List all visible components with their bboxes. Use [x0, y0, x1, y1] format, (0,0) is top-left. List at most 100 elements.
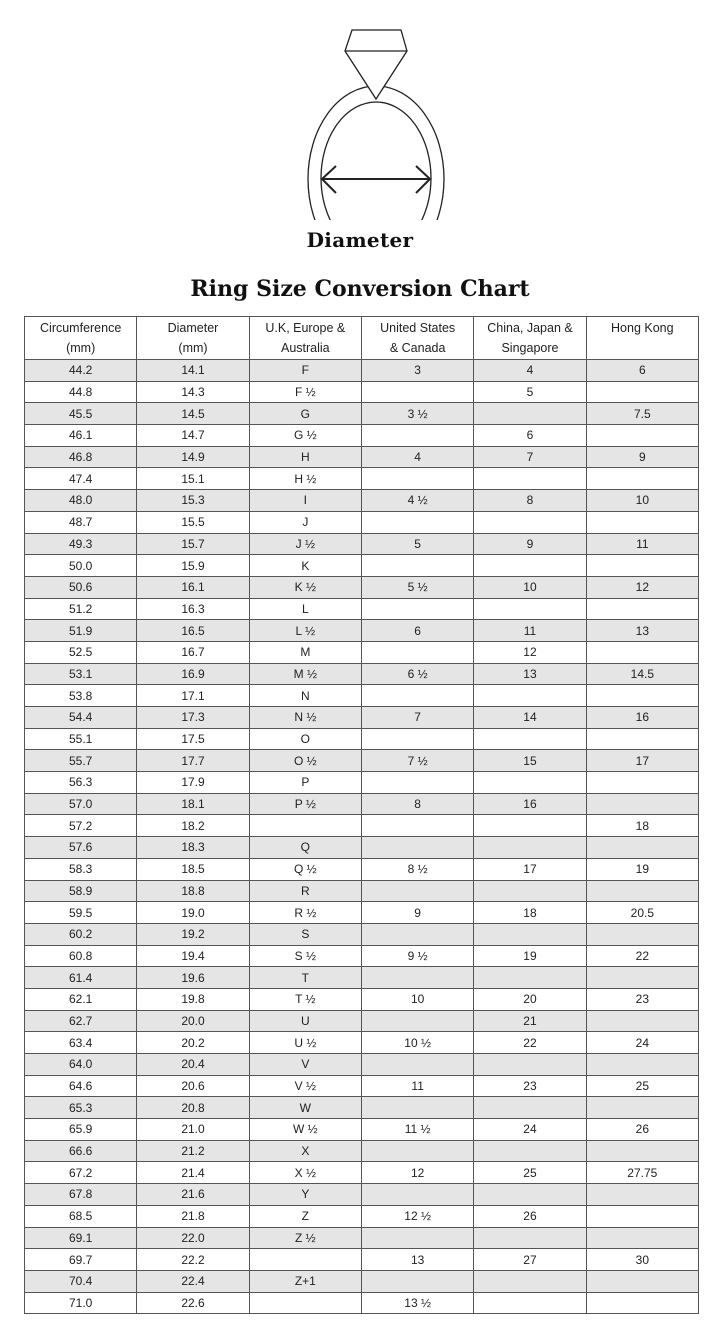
cell-china-japan-singapore — [473, 814, 587, 838]
cell-china-japan-singapore — [473, 727, 587, 751]
cell-china-japan-singapore — [473, 1139, 587, 1163]
cell-circumference: 65.9 — [23, 1118, 138, 1141]
cell-us-canada: 9 — [360, 901, 475, 924]
cell-hong-kong: 20.5 — [585, 901, 700, 924]
cell-diameter: 15.3 — [136, 489, 250, 512]
cell-hong-kong — [585, 1009, 700, 1033]
cell-uk-europe-australia: O — [248, 727, 362, 751]
ring-band-outer — [307, 85, 445, 220]
cell-china-japan-singapore — [473, 966, 587, 989]
cell-diameter: 18.3 — [136, 836, 250, 859]
cell-circumference: 53.1 — [23, 662, 138, 686]
table-row: 56.3 17.9 P — [23, 771, 700, 794]
cell-china-japan-singapore — [473, 467, 587, 491]
cell-hong-kong: 13 — [585, 619, 700, 642]
cell-us-canada — [360, 640, 475, 664]
cell-hong-kong: 10 — [585, 489, 700, 512]
cell-diameter: 21.4 — [136, 1161, 250, 1185]
cell-uk-europe-australia: Y — [248, 1183, 362, 1206]
table-row: 50.0 15.9 K — [23, 554, 700, 577]
cell-hong-kong: 18 — [585, 814, 700, 838]
cell-us-canada: 9 ½ — [360, 944, 475, 968]
cell-uk-europe-australia: I — [248, 489, 362, 512]
cell-us-canada — [360, 1009, 475, 1033]
table-row: 71.0 22.6 13 ½ — [23, 1291, 700, 1315]
cell-diameter: 16.5 — [136, 619, 250, 642]
cell-us-canada: 7 — [360, 706, 475, 729]
diamond-icon — [344, 29, 408, 101]
cell-hong-kong: 7.5 — [585, 402, 700, 426]
cell-hong-kong — [585, 792, 700, 816]
cell-circumference: 44.2 — [23, 359, 138, 382]
cell-diameter: 21.0 — [136, 1118, 250, 1141]
cell-china-japan-singapore: 8 — [473, 489, 587, 512]
header-line: Australia — [281, 341, 330, 355]
header-line: China, Japan & — [487, 321, 573, 335]
cell-hong-kong — [585, 836, 700, 859]
cell-uk-europe-australia: T ½ — [248, 987, 362, 1011]
cell-us-canada: 4 — [360, 445, 475, 469]
cell-uk-europe-australia: G ½ — [248, 424, 362, 447]
cell-uk-europe-australia: U ½ — [248, 1031, 362, 1054]
cell-uk-europe-australia: N — [248, 684, 362, 707]
cell-circumference: 71.0 — [23, 1291, 138, 1315]
cell-circumference: 59.5 — [23, 901, 138, 924]
cell-uk-europe-australia: M — [248, 640, 362, 664]
cell-uk-europe-australia: V ½ — [248, 1074, 362, 1098]
cell-us-canada — [360, 467, 475, 491]
cell-china-japan-singapore: 24 — [473, 1118, 587, 1141]
table-row: 68.5 21.8 Z 12 ½ 26 — [23, 1204, 700, 1228]
table-row: 66.6 21.2 X — [23, 1139, 700, 1163]
cell-uk-europe-australia: L ½ — [248, 619, 362, 642]
cell-china-japan-singapore: 20 — [473, 987, 587, 1011]
header-line: U.K, Europe & — [265, 321, 346, 335]
cell-hong-kong: 24 — [585, 1031, 700, 1054]
cell-us-canada — [360, 510, 475, 534]
cell-uk-europe-australia: M ½ — [248, 662, 362, 686]
cell-china-japan-singapore: 6 — [473, 424, 587, 447]
ring-band-inner — [320, 101, 432, 220]
cell-uk-europe-australia: K — [248, 554, 362, 577]
ring-size-table: Circumference (mm) Diameter (mm) U.K, Europe… — [23, 316, 700, 1315]
cell-us-canada — [360, 879, 475, 903]
cell-circumference: 50.0 — [23, 554, 138, 577]
cell-circumference: 57.0 — [23, 792, 138, 816]
cell-diameter: 22.0 — [136, 1226, 250, 1250]
cell-china-japan-singapore — [473, 1053, 587, 1076]
cell-uk-europe-australia: V — [248, 1053, 362, 1076]
cell-china-japan-singapore — [473, 1291, 587, 1315]
cell-us-canada: 5 — [360, 532, 475, 556]
cell-diameter: 14.7 — [136, 424, 250, 447]
cell-diameter: 17.3 — [136, 706, 250, 729]
cell-diameter: 17.1 — [136, 684, 250, 707]
cell-diameter: 19.2 — [136, 922, 250, 946]
cell-us-canada — [360, 1183, 475, 1206]
cell-us-canada: 11 ½ — [360, 1118, 475, 1141]
cell-hong-kong — [585, 380, 700, 404]
cell-us-canada: 7 ½ — [360, 749, 475, 773]
cell-hong-kong: 9 — [585, 445, 700, 469]
table-row: 61.4 19.6 T — [23, 966, 700, 989]
table-row: 55.1 17.5 O — [23, 727, 700, 751]
cell-circumference: 65.3 — [23, 1096, 138, 1120]
cell-uk-europe-australia: P ½ — [248, 792, 362, 816]
cell-china-japan-singapore: 4 — [473, 359, 587, 382]
cell-china-japan-singapore: 26 — [473, 1204, 587, 1228]
cell-circumference: 58.3 — [23, 857, 138, 881]
cell-uk-europe-australia: K ½ — [248, 575, 362, 599]
cell-us-canada — [360, 814, 475, 838]
cell-hong-kong — [585, 727, 700, 751]
cell-circumference: 53.8 — [23, 684, 138, 707]
cell-hong-kong: 19 — [585, 857, 700, 881]
table-row: 57.0 18.1 P ½ 8 16 — [23, 792, 700, 816]
cell-china-japan-singapore — [473, 1096, 587, 1120]
cell-china-japan-singapore — [473, 922, 587, 946]
cell-hong-kong — [585, 1183, 700, 1206]
cell-circumference: 60.8 — [23, 944, 138, 968]
table-row: 65.9 21.0 W ½ 11 ½ 24 26 — [23, 1118, 700, 1141]
cell-us-canada: 13 — [360, 1248, 475, 1271]
table-row: 67.2 21.4 X ½ 12 25 27.75 — [23, 1161, 700, 1185]
cell-us-canada: 3 — [360, 359, 475, 382]
